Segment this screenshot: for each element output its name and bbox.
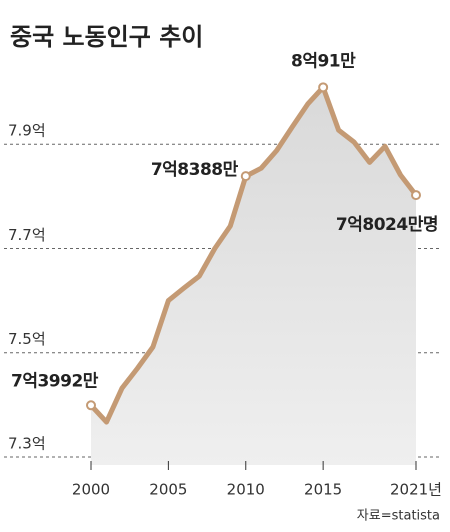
chart-title: 중국 노동인구 추이 (10, 23, 203, 51)
point (318, 82, 329, 93)
y-tick-label: 7.9억 (8, 122, 46, 140)
x-tick-label: 2005 (149, 481, 187, 499)
x-tick-label: 2010 (227, 481, 265, 499)
value-label: 8억91만 (291, 51, 356, 71)
value-label: 7억8388만 (151, 160, 239, 180)
point (240, 171, 251, 182)
source: 자료=statista (357, 509, 440, 524)
x-tick-label: 2015 (304, 481, 342, 499)
y-tick-label: 7.3억 (8, 435, 46, 453)
value-label: 7억3992만 (11, 371, 99, 391)
point (86, 400, 96, 411)
area (91, 87, 416, 466)
line (88, 84, 419, 425)
point (411, 190, 421, 201)
x-tick-label: 2000 (72, 481, 110, 499)
value-label: 7억8024만명 (336, 215, 438, 235)
y-tick-label: 7.5억 (8, 330, 46, 348)
x-tick-label: 2021년 (390, 481, 442, 499)
y-tick-label: 7.7억 (8, 226, 46, 244)
